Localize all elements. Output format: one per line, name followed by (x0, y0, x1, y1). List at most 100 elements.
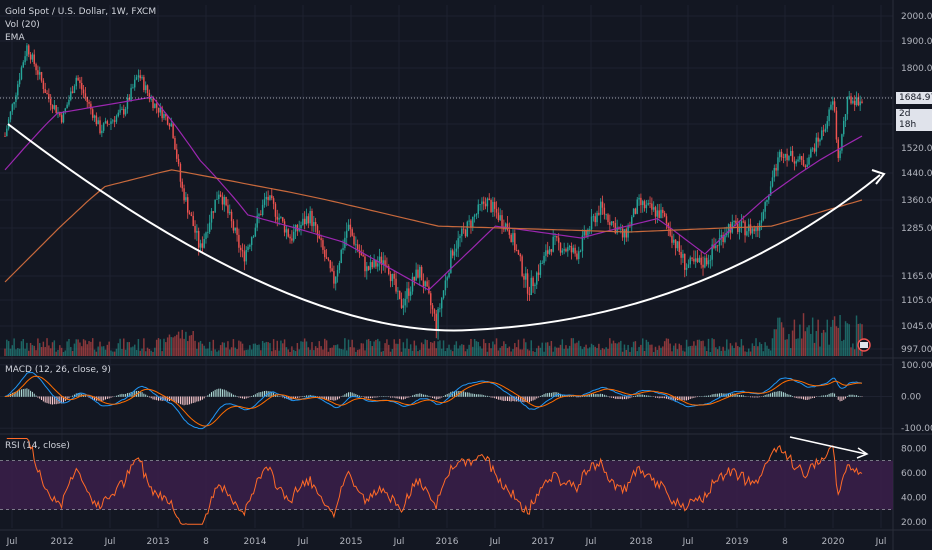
candle-body (329, 260, 331, 269)
candle-body (830, 104, 832, 110)
volume-bar (112, 351, 114, 356)
macd-histogram-bar (94, 396, 96, 400)
candle-body (333, 271, 335, 284)
macd-histogram-bar (773, 391, 775, 397)
volume-bar (740, 339, 743, 356)
volume-bar (779, 317, 781, 356)
candle-body (459, 236, 461, 239)
volume-bar (335, 345, 337, 356)
candle-body (389, 274, 392, 282)
macd-histogram-bar (660, 396, 662, 399)
candle-body (4, 136, 6, 137)
volume-bar (75, 339, 77, 356)
macd-histogram-bar (658, 396, 660, 399)
candle-body (166, 116, 169, 125)
volume-bar (347, 339, 350, 356)
volume-bar (110, 350, 112, 356)
candle-body (229, 211, 231, 214)
volume-bar (548, 345, 551, 356)
macd-histogram-bar (273, 392, 275, 397)
candle-body (512, 233, 514, 243)
volume-bar (844, 321, 847, 356)
macd-histogram-bar (17, 390, 19, 397)
macd-histogram-bar (680, 396, 682, 401)
volume-bar (638, 346, 640, 356)
macd-histogram-bar (256, 393, 258, 397)
candle-body (371, 262, 374, 268)
macd-histogram-bar (549, 392, 551, 397)
macd-histogram-bar (338, 396, 340, 399)
candle-body (397, 290, 399, 292)
candle-body (790, 150, 792, 156)
volume-bar (181, 329, 183, 356)
volume-bar (229, 349, 231, 356)
macd-histogram-bar (207, 395, 209, 397)
candle-body (556, 235, 558, 238)
candle-body (57, 111, 59, 113)
candle-body (521, 256, 523, 276)
macd-histogram-bar (735, 393, 737, 397)
volume-bar (784, 339, 786, 356)
macd-histogram-bar (41, 396, 43, 400)
volume-bar (218, 350, 220, 356)
volume-bar (590, 343, 593, 356)
x-tick-label: 2019 (726, 537, 749, 547)
candle-body (143, 77, 145, 91)
price-tick-label: 1105.00 (901, 296, 932, 306)
candle-body (79, 80, 81, 84)
volume-bar (424, 339, 427, 356)
candle-body (157, 107, 160, 113)
volume-bar (51, 342, 54, 356)
candle-body (705, 257, 708, 265)
volume-bar (822, 329, 825, 356)
candle-body (448, 272, 450, 278)
macd-histogram-bar (561, 394, 563, 397)
volume-bar (634, 341, 637, 356)
macd-histogram-bar (320, 396, 322, 398)
volume-bar (380, 351, 383, 356)
macd-histogram-bar (443, 396, 445, 397)
volume-bar (481, 348, 483, 356)
candle-body (117, 112, 120, 117)
candle-body (186, 197, 189, 213)
volume-bar (99, 341, 101, 356)
macd-histogram-bar (411, 395, 413, 397)
volume-bar (366, 339, 368, 356)
candle-body (589, 229, 591, 231)
candle-body (302, 218, 304, 226)
macd-histogram-bar (210, 392, 212, 397)
macd-histogram-bar (530, 396, 532, 402)
macd-histogram-bar (73, 394, 75, 397)
macd-histogram-bar (782, 392, 784, 397)
macd-histogram-bar (691, 396, 693, 399)
candle-body (437, 308, 439, 330)
volume-bar (302, 341, 304, 356)
candle-body (508, 229, 511, 235)
volume-bar (795, 338, 797, 356)
macd-histogram-bar (563, 394, 565, 397)
macd-histogram-bar (799, 396, 801, 399)
volume-indicator-label: Vol (20) (5, 20, 40, 30)
volume-bar (325, 340, 328, 356)
candle-body (417, 269, 419, 278)
volume-bar (391, 349, 394, 356)
volume-bar (183, 338, 185, 356)
macd-histogram-bar (92, 396, 94, 400)
volume-bar (20, 341, 23, 356)
volume-bar (618, 342, 620, 356)
candle-body (22, 62, 25, 68)
candle-body (84, 93, 87, 97)
candle-body (282, 217, 284, 222)
macd-histogram-bar (105, 396, 107, 400)
macd-histogram-bar (673, 396, 675, 401)
candle-body (541, 262, 543, 264)
macd-histogram-bar (678, 396, 680, 401)
volume-bar (528, 350, 531, 356)
macd-histogram-bar (631, 396, 633, 398)
macd-histogram-bar (253, 395, 255, 397)
volume-bar (82, 339, 85, 356)
macd-histogram-bar (156, 396, 158, 401)
price-tick-label: 1165.00 (901, 272, 932, 282)
volume-bar (821, 332, 823, 356)
